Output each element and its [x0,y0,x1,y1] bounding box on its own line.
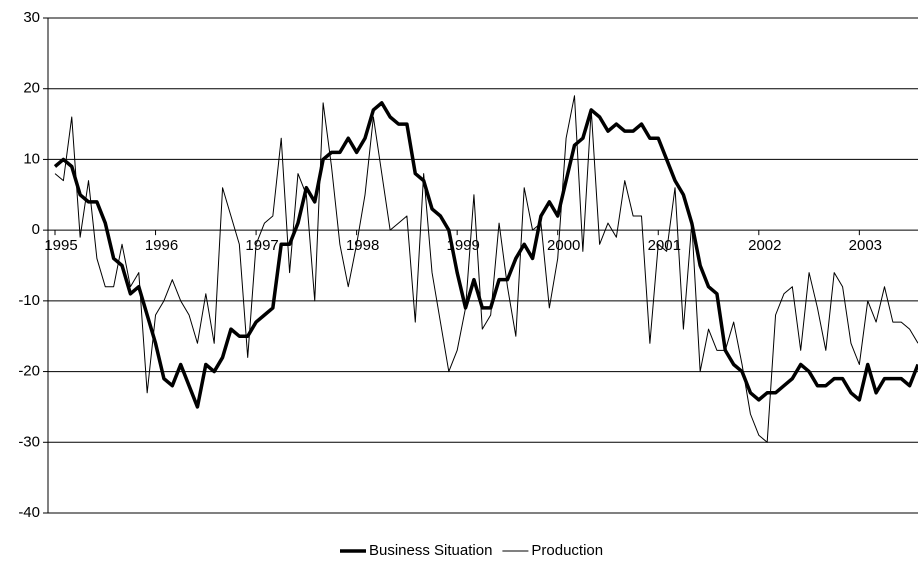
x-tick-label: 1997 [245,237,278,254]
x-tick-label: 1995 [44,237,77,254]
x-tick-label: 1998 [346,237,379,254]
x-tick-label: 2000 [547,237,580,254]
x-tick-label: 2003 [849,237,882,254]
y-tick-label: -30 [18,433,40,450]
y-tick-label: -40 [18,504,40,521]
x-tick-label: 2002 [748,237,781,254]
y-tick-label: 20 [23,80,40,97]
series-line [54,95,918,443]
y-tick-label: 30 [23,9,40,26]
x-tick-label: 1996 [145,237,178,254]
x-tick-label: 1999 [446,237,479,254]
y-tick-label: 10 [23,150,40,167]
y-tick-label: 0 [32,221,40,238]
legend-label: Production [531,542,603,559]
x-tick-label: 2001 [648,237,681,254]
y-tick-label: -10 [18,292,40,309]
series-line [53,101,918,409]
y-tick-label: -20 [18,363,40,380]
legend-label: Business Situation [369,542,492,559]
